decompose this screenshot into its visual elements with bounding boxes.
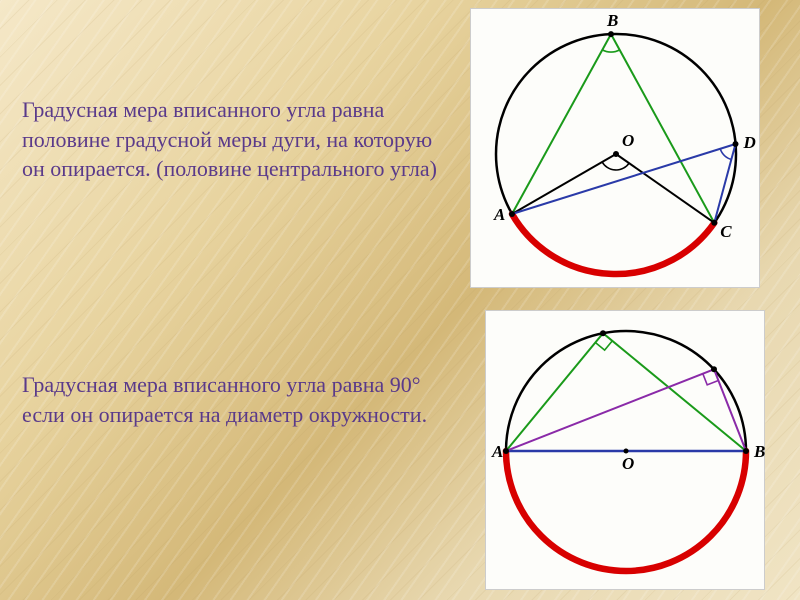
svg-text:B: B — [606, 11, 618, 30]
svg-text:D: D — [743, 133, 756, 152]
theorem-text-2: Градусная мера вписанного угла равна 90°… — [22, 370, 442, 429]
figure-inscribed-angle: A B C D O — [470, 8, 760, 288]
text2-content: Градусная мера вписанного угла равна 90°… — [22, 372, 427, 427]
svg-text:B: B — [753, 442, 765, 461]
svg-text:O: O — [622, 454, 634, 473]
svg-text:A: A — [493, 205, 505, 224]
figure-diameter-angle: ABO — [485, 310, 765, 590]
text1-content: Градусная мера вписанного угла равна пол… — [22, 97, 437, 181]
svg-text:O: O — [622, 131, 634, 150]
svg-text:A: A — [491, 442, 503, 461]
theorem-text-1: Градусная мера вписанного угла равна пол… — [22, 95, 442, 184]
svg-text:C: C — [720, 222, 732, 241]
